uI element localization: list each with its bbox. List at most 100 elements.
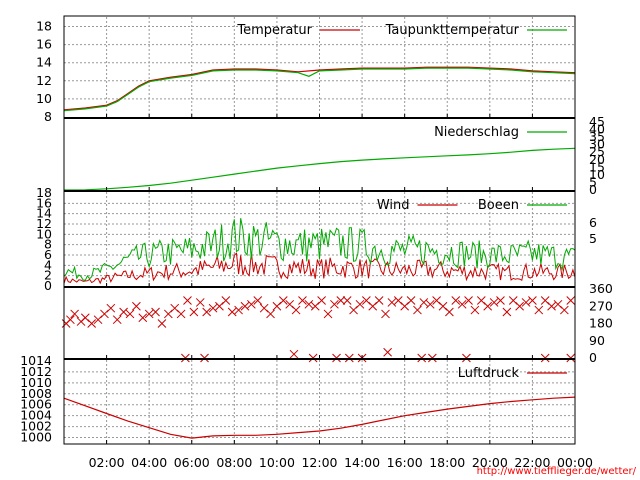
wind-direction-point — [317, 296, 326, 305]
wind-series-line — [63, 252, 576, 285]
y2-tick-label: 0 — [589, 350, 597, 365]
legend-label: Temperatur — [236, 23, 312, 38]
wind-direction-point — [381, 309, 390, 319]
wind-direction-point — [202, 307, 212, 317]
wind-direction-point — [406, 296, 416, 305]
wind-direction-point — [502, 307, 512, 317]
y2-tick-label: 30 — [589, 137, 605, 152]
y-tick-label: 1004 — [20, 408, 52, 423]
wind-direction-point — [374, 296, 384, 305]
y-tick-label: 1014 — [20, 353, 52, 368]
x-tick-label: 08:00 — [216, 455, 252, 470]
wind-direction-point — [70, 309, 79, 319]
wind-direction-point — [528, 296, 537, 305]
y2-tick-label: 40 — [589, 122, 605, 137]
wind-direction-point — [323, 309, 333, 319]
y2-tick-label: 5 — [589, 231, 597, 246]
wind-direction-point — [330, 299, 339, 309]
y2-tick-label: 0 — [589, 182, 597, 197]
wind-direction-point — [176, 309, 186, 319]
y-tick-label: 16 — [36, 195, 52, 210]
wind-direction-point — [234, 305, 243, 315]
wind-direction-point — [470, 305, 480, 315]
wind-direction-point — [521, 298, 531, 307]
wind-direction-point — [189, 307, 199, 317]
legend-label: Boeen — [478, 198, 519, 213]
series-layer — [61, 66, 576, 439]
wind-direction-point — [138, 313, 148, 323]
wind-direction-point — [457, 299, 467, 309]
y2-tick-label: 20 — [589, 152, 605, 167]
y-tick-label: 1000 — [20, 430, 52, 445]
wind-direction-point — [106, 303, 116, 313]
y-tick-label: 8 — [44, 237, 52, 252]
wind-direction-point — [266, 309, 275, 319]
wind-direction-point — [253, 296, 263, 305]
wind-direction-point — [247, 299, 256, 309]
temperature-series-line — [63, 67, 576, 112]
y-tick-label: 1012 — [20, 364, 52, 379]
x-tick-label: 00:00 — [557, 455, 593, 470]
y-tick-label: 4 — [44, 257, 52, 272]
y-tick-label: 14 — [36, 206, 52, 221]
x-tick-label: 12:00 — [301, 455, 337, 470]
legend-label: Luftdruck — [458, 366, 520, 381]
credit-url: http://www.tiefflieger.de/wetter/ — [477, 466, 637, 477]
y2-tick-label: 15 — [589, 159, 605, 174]
y-tick-label: 12 — [36, 73, 52, 88]
y-tick-label: 10 — [36, 226, 52, 241]
y2-tick-label: 90 — [589, 333, 605, 348]
y-tick-label: 1008 — [20, 386, 52, 401]
wind-direction-point — [195, 298, 205, 307]
wind-direction-point — [66, 315, 75, 325]
y2-tick-label: 10 — [589, 167, 605, 182]
wind-direction-point — [496, 296, 505, 305]
legend-label: Taupunkttemperatur — [385, 23, 520, 38]
wind-direction-point — [227, 307, 237, 317]
x-tick-label: 16:00 — [387, 455, 423, 470]
legend-label: Wind — [377, 198, 410, 213]
wind-direction-point — [125, 309, 135, 319]
y2-tick-label: 6 — [589, 215, 597, 230]
y2-tick-label: 45 — [589, 114, 605, 129]
wind-direction-point — [119, 307, 128, 317]
wind-direction-point — [87, 319, 97, 328]
x-tick-label: 06:00 — [174, 455, 210, 470]
y-tick-label: 1006 — [20, 397, 52, 412]
wind-direction-point — [144, 309, 154, 319]
tick-labels: 8101214161805101520253035404502468101214… — [20, 19, 613, 470]
y-tick-label: 2 — [44, 268, 52, 283]
y-tick-label: 14 — [36, 55, 52, 70]
wind-direction-point — [515, 301, 524, 311]
x-tick-label: 02:00 — [89, 455, 125, 470]
wind-direction-point — [425, 299, 435, 309]
wind-direction-point — [289, 349, 299, 359]
wind-direction-point — [445, 307, 454, 317]
wind-direction-point — [183, 296, 192, 305]
wind-direction-point — [387, 298, 397, 307]
x-tick-label: 22:00 — [514, 455, 550, 470]
y2-tick-label: 25 — [589, 144, 605, 159]
x-tick-label: 20:00 — [472, 455, 508, 470]
precipitation-series-line — [63, 147, 576, 191]
y-tick-label: 18 — [36, 185, 52, 200]
x-tick-label: 18:00 — [429, 455, 465, 470]
wind-direction-point — [534, 305, 544, 315]
wind-direction-point — [413, 305, 422, 315]
wind-direction-point — [355, 299, 365, 309]
wind-direction-point — [240, 301, 250, 311]
y2-tick-label: 360 — [589, 281, 613, 296]
y-tick-label: 18 — [36, 19, 52, 34]
wind-direction-point — [547, 301, 556, 311]
y2-tick-label: 180 — [589, 316, 613, 331]
x-tick-label: 04:00 — [131, 455, 167, 470]
wind-direction-point — [298, 296, 307, 305]
x-tick-label: 10:00 — [259, 455, 295, 470]
wind-direction-point — [132, 301, 141, 311]
grid-layer — [64, 17, 575, 443]
wind-direction-point — [489, 298, 499, 307]
y-tick-label: 1010 — [20, 375, 52, 390]
wind-direction-point — [383, 347, 392, 357]
wind-direction-point — [151, 307, 160, 317]
